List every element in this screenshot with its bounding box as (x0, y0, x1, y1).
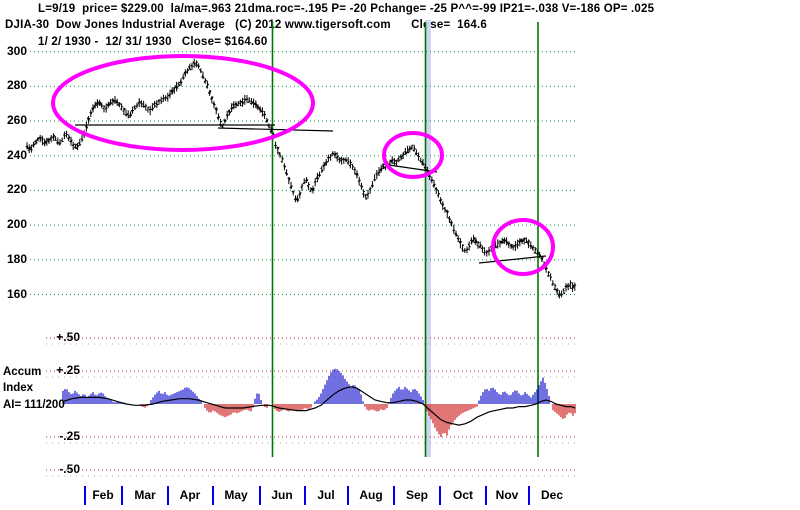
month-label-jul: Jul (317, 488, 335, 502)
date-range-line: 1/ 2/ 1930 - 12/ 31/ 1930 Close= $164.60 (38, 36, 268, 48)
price-axis-tick-label: 240 (7, 147, 28, 162)
annotation-ellipse (382, 131, 444, 179)
month-label-dec: Dec (540, 488, 564, 502)
annotation-ellipse (491, 218, 555, 276)
price-axis-tick-label: 280 (7, 78, 28, 93)
trendline (478, 255, 547, 264)
indicator-readout-line: L=9/19 price= $229.00 la/ma=.963 21dma.r… (38, 3, 655, 15)
price-axis-tick-label: 160 (7, 286, 28, 301)
accum-axis-tick-label: +.25 (56, 363, 80, 377)
month-label-sep: Sep (405, 488, 429, 502)
accum-label-line1: Accum (3, 366, 42, 378)
price-axis-tick-label: 300 (7, 43, 28, 58)
month-label-aug: Aug (359, 488, 383, 502)
trendline (217, 127, 334, 132)
accum-axis-tick-label: -.25 (59, 429, 80, 443)
price-axis-tick-label: 220 (7, 182, 28, 197)
price-axis-tick-label: 260 (7, 113, 28, 127)
trendline (381, 163, 438, 173)
accum-index-value: AI= 111/200 (3, 399, 65, 411)
month-label-apr: Apr (179, 488, 201, 502)
month-label-nov: Nov (495, 488, 519, 502)
month-label-mar: Mar (134, 488, 156, 502)
symbol-title-line: DJIA-30 Dow Jones Industrial Average (C)… (5, 19, 487, 31)
annotation-ellipse (51, 54, 315, 152)
month-label-may: May (224, 488, 248, 502)
month-axis: Feb Mar Apr May Jun Jul Aug Sep Oct Nov Dec (0, 488, 800, 508)
accum-axis-tick-label: +.50 (56, 330, 80, 344)
month-label-jun: Jun (271, 488, 293, 502)
price-axis-tick-label: 200 (7, 217, 28, 232)
month-label-feb: Feb (92, 488, 114, 502)
accum-label-line2: Index (3, 382, 34, 394)
month-label-oct: Oct (452, 488, 474, 502)
price-axis-tick-label: 180 (7, 251, 28, 266)
price-ohlc-bars (25, 58, 577, 299)
cursor-highlight-band (425, 20, 431, 457)
accum-axis-tick-label: -.50 (59, 462, 80, 476)
accum-ma-line (62, 386, 576, 426)
